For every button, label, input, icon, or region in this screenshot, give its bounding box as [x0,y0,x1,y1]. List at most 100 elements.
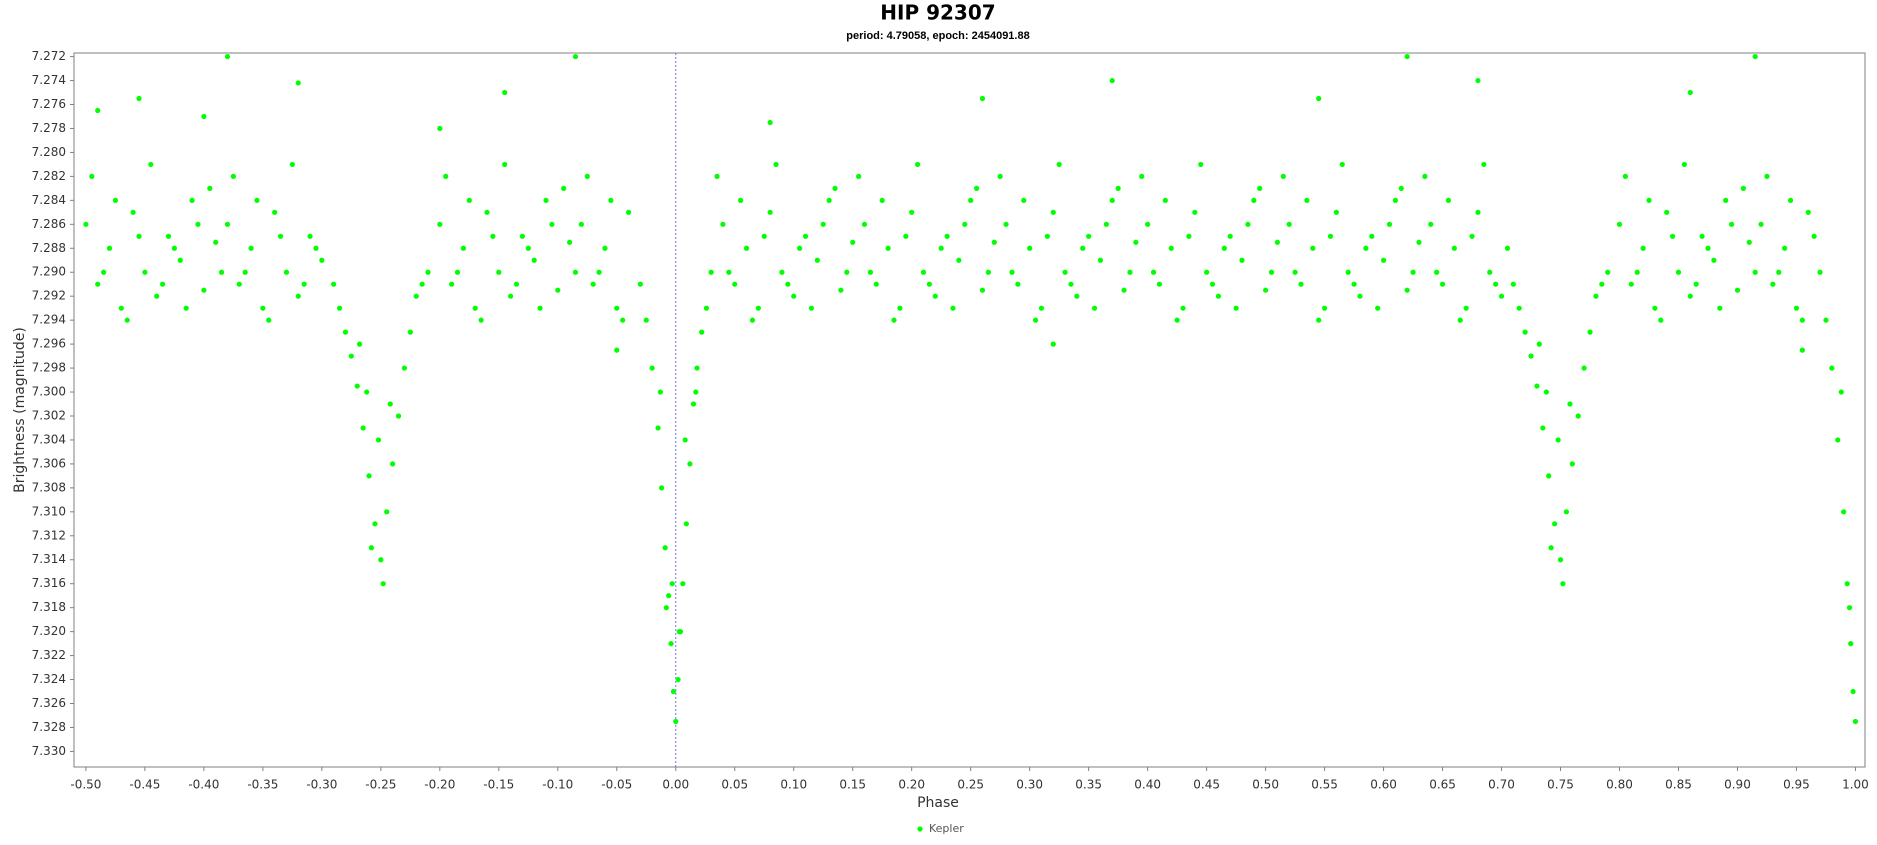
x-tick-label: -0.05 [601,778,632,792]
data-point [649,365,655,371]
data-point [655,425,661,431]
data-point [1369,233,1375,239]
data-point [1817,269,1823,275]
data-point [1548,545,1554,551]
data-point [555,287,561,293]
data-point [1280,173,1286,179]
data-point [437,125,443,132]
data-point [83,221,89,227]
data-point [1398,185,1404,191]
data-point [1274,239,1280,245]
data-point [1664,209,1670,215]
data-point [319,257,325,263]
data-point [1221,245,1227,251]
data-point [1522,329,1528,335]
data-point [791,293,797,299]
data-point [1563,509,1570,515]
x-tick-label: -0.25 [365,778,396,792]
data-point [148,161,154,168]
data-point [1764,173,1770,179]
x-tick-label: 0.35 [1075,778,1102,792]
data-point [1074,293,1080,299]
data-point [1646,197,1652,203]
data-point [773,161,779,168]
data-point [1605,269,1611,275]
data-point [625,209,632,215]
data-point [484,209,490,215]
data-point [673,718,679,725]
data-point [1799,317,1805,323]
data-point [1416,239,1422,245]
data-point [950,305,956,311]
data-point [1109,77,1115,84]
data-point [449,281,455,287]
data-point [154,293,160,299]
data-point [1728,221,1735,227]
data-point [997,173,1003,179]
y-tick-label: 7.330 [32,744,66,758]
data-point [767,119,773,126]
data-point [973,185,980,191]
data-point [1575,413,1581,419]
data-point [797,245,803,251]
data-point [596,269,602,275]
data-point [726,269,732,275]
data-point [1380,257,1387,263]
data-point [897,305,903,311]
data-point [873,281,879,287]
y-tick-label: 7.324 [32,672,66,686]
data-point [767,209,773,215]
data-point [1528,353,1534,359]
y-tick-label: 7.316 [32,576,66,590]
data-point [207,185,213,191]
data-point [1552,521,1558,527]
data-point [614,305,620,311]
data-point [1587,329,1593,335]
data-point [508,293,514,299]
data-point [1557,557,1564,563]
data-point [755,305,761,311]
y-tick-label: 7.302 [32,408,66,422]
y-tick-label: 7.296 [32,337,66,351]
data-point [195,221,201,227]
data-point [832,185,838,191]
x-tick-label: -0.30 [306,778,337,792]
data-point [1593,293,1599,299]
data-point [1333,209,1339,215]
data-point [938,245,944,251]
data-point [1439,281,1446,287]
data-point [1422,173,1428,179]
data-point [277,233,284,239]
data-point [1717,305,1723,311]
data-point [165,233,172,239]
data-point [1711,257,1717,263]
data-point [1209,281,1216,287]
x-tick-label: 0.65 [1429,778,1456,792]
data-point [861,221,868,227]
data-point [1734,287,1741,293]
data-point [1310,245,1316,251]
data-point [1555,437,1561,443]
x-tick-label: 0.75 [1547,778,1574,792]
data-point [1829,365,1835,371]
data-point [932,293,938,299]
y-tick-label: 7.276 [32,97,66,111]
data-point [1799,347,1805,353]
data-point [738,197,744,203]
data-point [1616,221,1623,227]
data-point [1156,281,1163,287]
data-point [1339,161,1345,168]
data-point [676,629,682,635]
y-tick-label: 7.278 [32,121,66,135]
data-point [1386,221,1393,227]
data-point [242,269,248,275]
data-point [1811,233,1817,239]
data-point [260,305,266,311]
data-point [189,197,195,203]
data-point [1003,221,1009,227]
data-point [1770,281,1776,287]
y-tick-label: 7.328 [32,720,66,734]
data-point [1097,257,1104,263]
data-point [525,245,531,251]
data-point [850,239,856,245]
